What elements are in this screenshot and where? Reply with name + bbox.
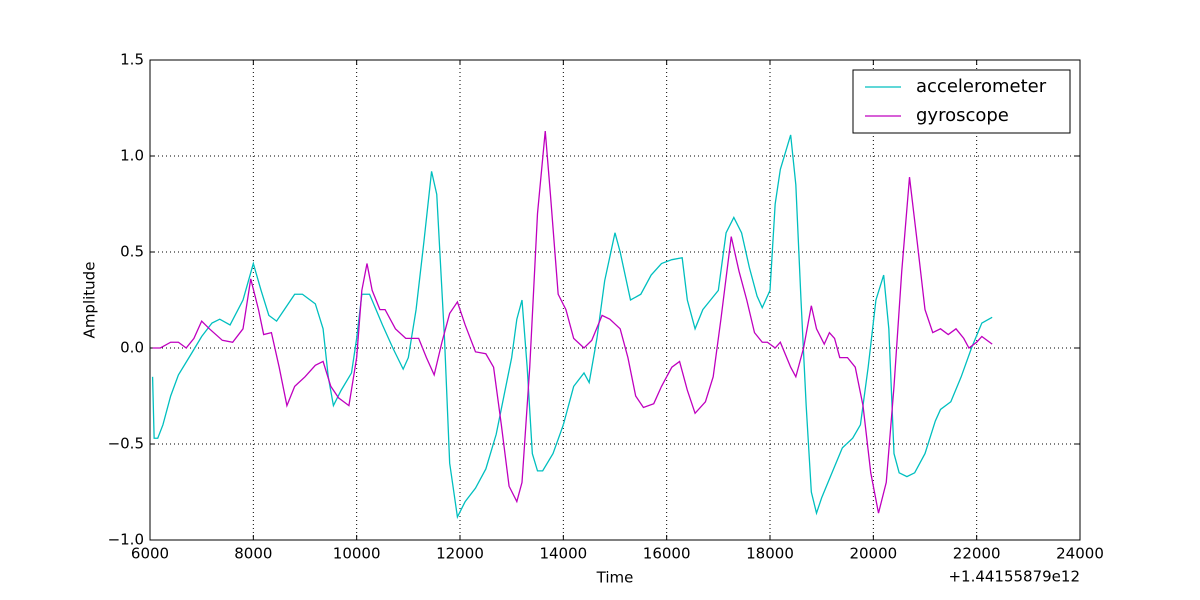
x-offset-label: +1.44155879e12 [948,568,1080,586]
legend-label: gyroscope [916,105,1009,126]
x-tick-label: 22000 [953,545,1001,563]
x-tick-label: 8000 [234,545,272,563]
x-tick-label: 24000 [1056,545,1104,563]
data-line [152,130,993,514]
y-tick-label: −1.0 [108,531,144,549]
x-tick-label: 14000 [539,545,587,563]
y-tick-label: 0.0 [120,339,144,357]
x-tick-label: 10000 [333,545,381,563]
x-tick-label: 18000 [746,545,794,563]
x-axis-label: Time [596,569,634,587]
legend-box [852,69,1071,134]
x-tick-label: 16000 [643,545,691,563]
legend-label: accelerometer [916,76,1047,97]
y-tick-label: 0.5 [120,243,144,261]
plot-frame [149,59,1081,541]
x-tick-label: 12000 [436,545,484,563]
y-tick-label: −0.5 [108,435,144,453]
data-line [151,134,993,520]
x-tick-label: 6000 [131,545,169,563]
y-tick-label: 1.0 [120,147,144,165]
y-axis-label: Amplitude [81,262,99,339]
x-tick-label: 20000 [849,545,897,563]
y-tick-label: 1.5 [120,51,144,69]
